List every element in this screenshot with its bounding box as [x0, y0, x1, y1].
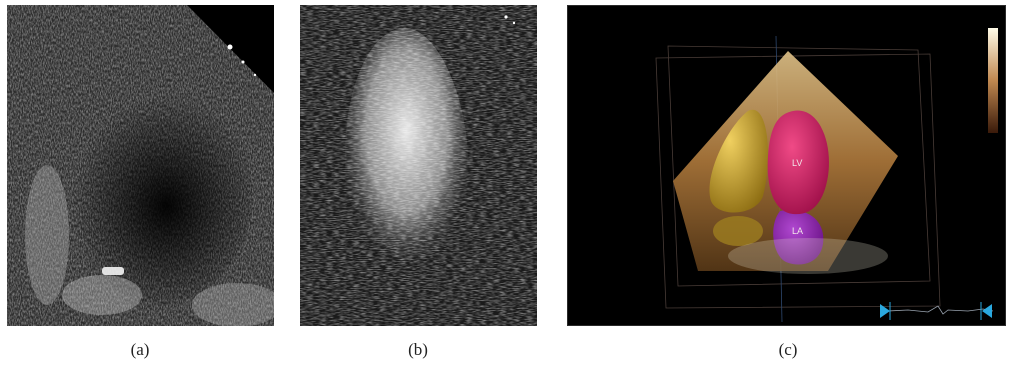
caption-b: (b) — [408, 340, 428, 359]
color-scale-bar — [988, 28, 998, 133]
echo-panel-b — [300, 5, 537, 326]
la-label: LA — [792, 226, 803, 236]
caption-c: (c) — [778, 340, 798, 359]
caption-a: (a) — [130, 340, 150, 359]
ecg-marker-left-icon — [880, 304, 890, 318]
echo-3d-render: LV LA — [568, 6, 1005, 325]
echo-2d-image — [7, 5, 274, 326]
ecg-trace — [887, 305, 994, 315]
echo-panel-a — [7, 5, 274, 326]
ecg-marker-right-icon — [982, 304, 992, 318]
echo-panel-c: LV LA — [567, 5, 1006, 326]
lv-label: LV — [792, 158, 802, 168]
echo-contrast-image — [300, 5, 537, 326]
